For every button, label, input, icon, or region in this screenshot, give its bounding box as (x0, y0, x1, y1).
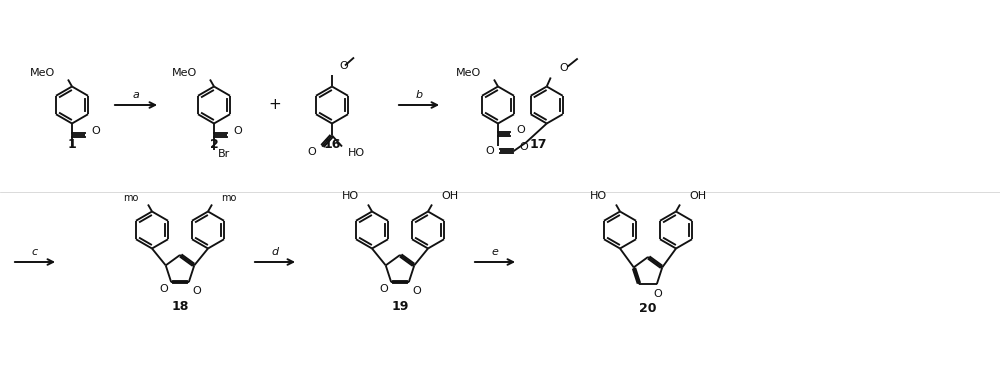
Text: O: O (339, 62, 348, 72)
Text: b: b (415, 90, 423, 100)
Text: O: O (307, 148, 316, 157)
Text: 2: 2 (210, 138, 218, 152)
Text: MeO: MeO (456, 69, 481, 79)
Text: HO: HO (590, 192, 607, 201)
Text: O: O (91, 127, 100, 137)
Text: OH: OH (689, 192, 706, 201)
Text: O: O (413, 286, 422, 296)
Text: O: O (653, 289, 662, 299)
Text: mo: mo (124, 193, 139, 203)
Text: a: a (133, 90, 139, 100)
Text: 20: 20 (639, 302, 657, 315)
Text: c: c (32, 247, 38, 257)
Text: O: O (159, 284, 168, 294)
Text: O: O (560, 63, 568, 73)
Text: O: O (516, 126, 525, 135)
Text: mo: mo (221, 193, 236, 203)
Text: OH: OH (441, 192, 458, 201)
Text: HO: HO (342, 192, 359, 201)
Text: O: O (233, 127, 242, 137)
Text: HO: HO (348, 149, 365, 159)
Text: 18: 18 (171, 300, 189, 313)
Text: O: O (519, 142, 528, 153)
Text: 1: 1 (68, 138, 76, 152)
Text: +: + (269, 98, 281, 113)
Text: O: O (379, 284, 388, 294)
Text: MeO: MeO (30, 69, 55, 79)
Text: 17: 17 (530, 138, 547, 152)
Text: e: e (492, 247, 498, 257)
Text: O: O (485, 146, 494, 156)
Text: 16: 16 (323, 138, 341, 152)
Text: O: O (193, 286, 202, 296)
Text: Br: Br (218, 149, 230, 160)
Text: MeO: MeO (172, 69, 197, 79)
Text: 19: 19 (391, 300, 409, 313)
Text: d: d (271, 247, 279, 257)
